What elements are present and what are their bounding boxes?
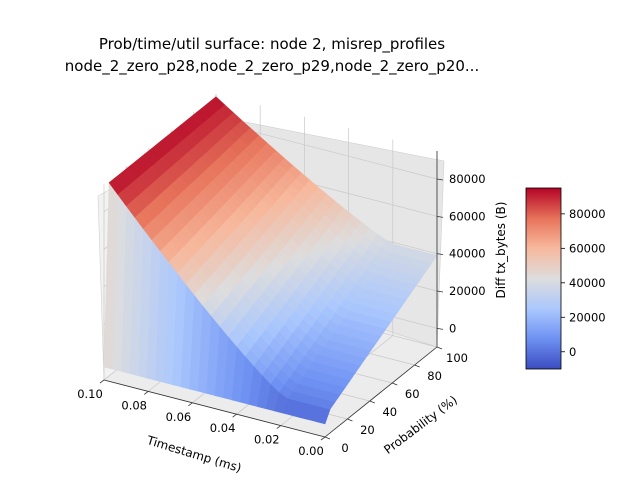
x-tick-label: 0.08 [121, 398, 147, 412]
z-tick-label: 0 [449, 321, 456, 335]
colorbar [525, 187, 562, 370]
z-tick-mark [436, 290, 444, 293]
colorbar-tick-label: 80000 [569, 207, 606, 221]
x-tick-mark [99, 379, 105, 384]
colorbar-tick-label: 20000 [569, 310, 606, 324]
colorbar-ticks: 0 20000 40000 60000 80000 [561, 207, 606, 359]
y-tick-mark [392, 382, 398, 386]
x-tick-label: 0.04 [210, 421, 236, 435]
x-axis-label: Timestamp (ms) [144, 433, 243, 475]
x-tick-label: 0.10 [77, 387, 103, 401]
z-tick-mark [436, 215, 444, 218]
x-tick-mark [320, 436, 326, 441]
x-tick-label: 0.00 [298, 444, 324, 458]
y-tick-mark [369, 400, 375, 404]
y-axis-label: Probability (%) [381, 393, 460, 457]
y-tick-label: 100 [446, 351, 468, 365]
chart-title-line2: node_2_zero_p28,node_2_zero_p29,node_2_z… [65, 57, 479, 76]
z-tick-label: 20000 [449, 284, 486, 298]
chart-title-line1: Prob/time/util surface: node 2, misrep_p… [99, 35, 445, 54]
x-tick-mark [232, 413, 237, 418]
z-tick-label: 40000 [449, 247, 486, 261]
y-tick-label: 40 [382, 405, 397, 419]
x-tick-label: 0.02 [254, 433, 280, 447]
y-tick-mark [436, 346, 443, 350]
surface-cell [210, 96, 225, 110]
colorbar-tick-label: 40000 [569, 276, 606, 290]
x-tick-mark [188, 402, 193, 407]
x-tick-mark [276, 425, 282, 429]
y-tick-mark [347, 418, 353, 422]
y-tick-label: 20 [360, 423, 375, 437]
z-tick-label: 80000 [449, 172, 486, 186]
z-tick-mark [436, 327, 444, 330]
z-axis-label: Diff tx_bytes (B) [494, 202, 508, 299]
axis-line [324, 346, 438, 438]
colorbar-tick-label: 0 [569, 345, 576, 359]
z-tick-mark [436, 178, 444, 181]
colorbar-tick-label: 60000 [569, 241, 606, 255]
y-tick-label: 60 [405, 387, 420, 401]
y-tick-mark [324, 436, 331, 440]
z-tick-label: 60000 [449, 209, 486, 223]
x-tick-mark [143, 391, 149, 395]
y-tick-label: 0 [341, 441, 348, 455]
axis-line [103, 379, 326, 438]
surface-layer [103, 96, 438, 425]
x-tick-label: 0.06 [166, 410, 192, 424]
y-tick-mark [414, 364, 420, 368]
axis-layer [103, 151, 438, 438]
z-tick-mark [436, 253, 444, 256]
y-tick-label: 80 [427, 369, 442, 383]
tick-layer: 0.10 0.08 0.06 0.04 0.02 0.00 0 20 40 60 80 100 0 200… [77, 172, 485, 458]
